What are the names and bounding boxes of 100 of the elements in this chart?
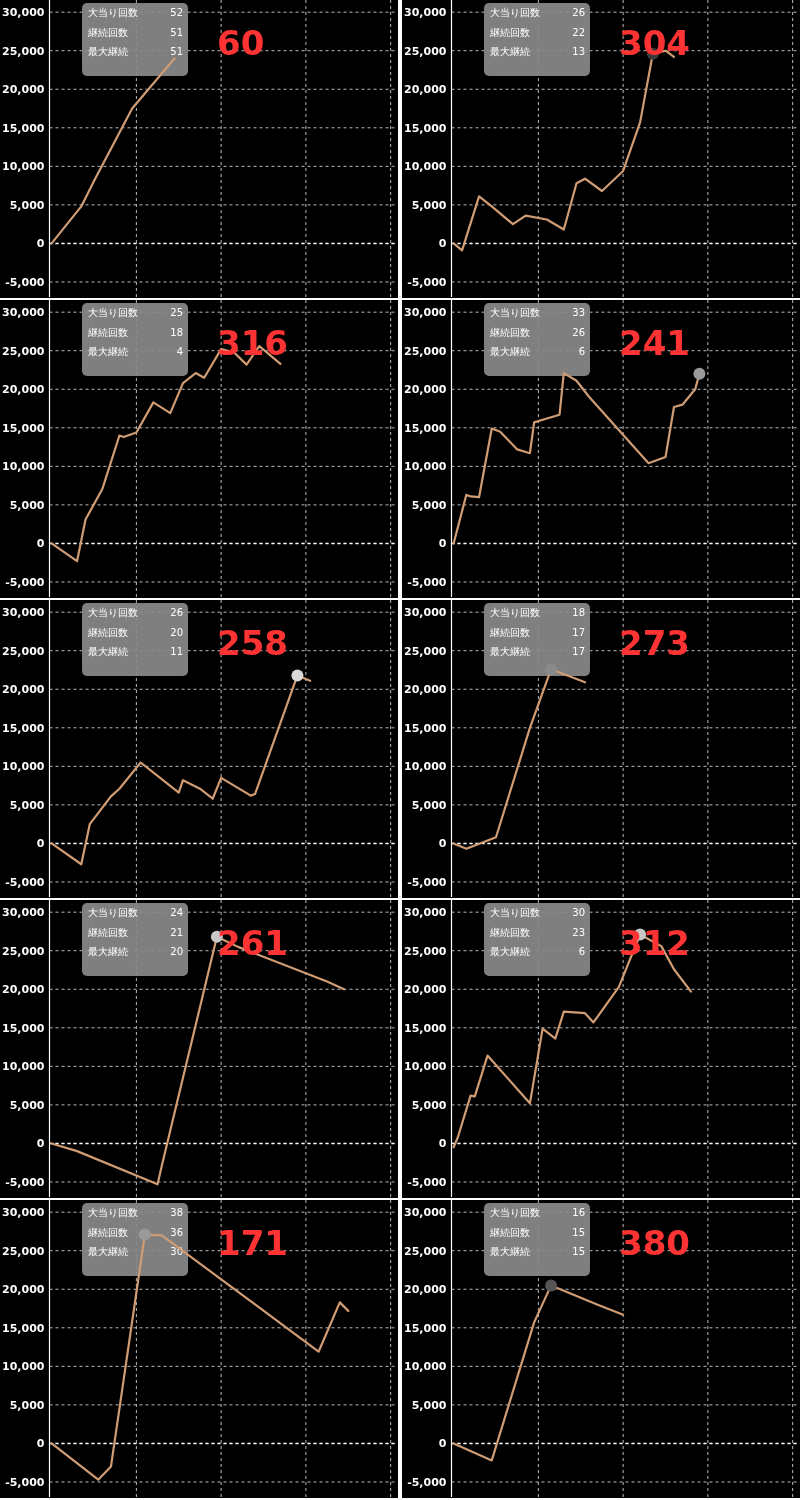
y-tick-label: 15,000: [404, 1321, 447, 1335]
annotation: 継続回数: [87, 1226, 128, 1238]
y-tick-label: -5,000: [5, 575, 45, 589]
y-tick-label: 10,000: [2, 160, 45, 174]
annotation: 継続回数: [489, 926, 530, 938]
y-tick-label: 5,000: [411, 798, 447, 812]
y-tick-label: -5,000: [5, 1475, 45, 1489]
y-tick-label: 10,000: [2, 1360, 45, 1374]
y-tick-label: 25,000: [2, 944, 45, 958]
annotation: 24: [170, 907, 183, 918]
y-tick-label: 30,000: [404, 906, 447, 920]
y-tick-label: 15,000: [2, 1021, 45, 1035]
y-tick-label: -5,000: [5, 875, 45, 889]
y-tick-label: 10,000: [404, 1360, 447, 1374]
annotation: 大当り回数: [88, 907, 138, 918]
y-tick-label: 30,000: [404, 6, 447, 20]
y-tick-label: 0: [36, 837, 45, 851]
y-tick-label: -5,000: [5, 1175, 45, 1189]
y-tick-label: -5,000: [407, 1475, 447, 1489]
y-tick-label: 20,000: [2, 1283, 45, 1297]
text: 273: [619, 623, 690, 663]
annotation: 51: [170, 26, 183, 38]
annotation: 大当り回数: [490, 607, 540, 618]
y-tick-label: 30,000: [404, 1206, 447, 1220]
y-tick-label: 0: [438, 237, 447, 251]
y-tick-label: 25,000: [2, 344, 45, 358]
y-tick-label: 30,000: [2, 1206, 45, 1220]
annotation: 大当り回数: [490, 7, 540, 18]
annotation: 最大継続: [88, 646, 128, 657]
annotation: 4: [176, 346, 183, 357]
annotation: 30: [572, 907, 585, 918]
y-tick-label: 15,000: [404, 421, 447, 435]
annotation: 大当り回数: [88, 607, 138, 618]
y-tick-label: 5,000: [411, 1398, 447, 1412]
y-tick-label: 30,000: [2, 306, 45, 320]
y-tick-label: 30,000: [2, 606, 45, 620]
y-tick-label: 0: [438, 1437, 447, 1451]
y-tick-label: 15,000: [404, 1021, 447, 1035]
annotation: 最大継続: [490, 46, 530, 57]
annotation: 最大継続: [88, 1246, 128, 1257]
annotation: 最大継続: [490, 646, 530, 657]
annotation: 大当り回数: [88, 307, 138, 318]
y-tick-label: 20,000: [404, 83, 447, 97]
annotation: 大当り回数: [88, 1207, 138, 1218]
y-tick-label: 15,000: [2, 121, 45, 135]
y-tick-label: 10,000: [2, 460, 45, 474]
annotation: 最大継続: [88, 46, 128, 57]
annotation: 最大継続: [490, 346, 530, 357]
annotation: 継続回数: [489, 26, 530, 38]
y-tick-label: 0: [36, 237, 45, 251]
y-tick-label: 20,000: [404, 683, 447, 697]
annotation: 23: [572, 926, 585, 938]
y-tick-label: 10,000: [404, 160, 447, 174]
y-tick-label: 5,000: [9, 1398, 45, 1412]
annotation: 11: [170, 646, 183, 657]
annotation: 継続回数: [87, 26, 128, 38]
y-tick-label: 25,000: [404, 44, 447, 58]
annotation: 13: [572, 46, 585, 57]
annotation: 26: [170, 607, 183, 618]
text: 241: [619, 323, 690, 363]
y-tick-label: 25,000: [2, 44, 45, 58]
y-tick-label: -5,000: [407, 1175, 447, 1189]
y-tick-label: 20,000: [2, 983, 45, 997]
annotation: 18: [572, 607, 585, 618]
annotation: 38: [170, 1207, 183, 1218]
y-tick-label: 20,000: [2, 83, 45, 97]
y-tick-label: 15,000: [2, 1321, 45, 1335]
annotation: 6: [578, 946, 585, 957]
text: 304: [619, 23, 690, 63]
annotation: 16: [572, 1207, 585, 1218]
annotation: 33: [572, 307, 585, 318]
y-tick-label: 20,000: [2, 383, 45, 397]
y-tick-label: 25,000: [2, 644, 45, 658]
annotation: 26: [572, 326, 585, 338]
annotation: 26: [572, 7, 585, 18]
y-tick-label: 0: [36, 537, 45, 551]
annotation: 21: [170, 926, 183, 938]
y-tick-label: 25,000: [404, 1244, 447, 1258]
y-tick-label: 5,000: [9, 498, 45, 512]
y-tick-label: 25,000: [404, 644, 447, 658]
y-tick-label: 5,000: [9, 198, 45, 212]
y-tick-label: -5,000: [5, 275, 45, 289]
annotation: 6: [578, 346, 585, 357]
annotation: 継続回数: [489, 1226, 530, 1238]
annotation: 17: [572, 626, 585, 638]
annotation: 最大継続: [88, 946, 128, 957]
y-tick-label: 10,000: [2, 760, 45, 774]
y-tick-label: 5,000: [411, 498, 447, 512]
annotation: 17: [572, 646, 585, 657]
y-tick-label: 15,000: [404, 721, 447, 735]
annotation: 36: [170, 1226, 183, 1238]
annotation: 15: [572, 1226, 585, 1238]
annotation: 最大継続: [490, 946, 530, 957]
annotation: 15: [572, 1246, 585, 1257]
annotation: 大当り回数: [490, 907, 540, 918]
text: 258: [217, 623, 288, 663]
annotation: 18: [170, 326, 183, 338]
text: 380: [619, 1223, 690, 1263]
y-tick-label: -5,000: [407, 875, 447, 889]
y-tick-label: 5,000: [9, 1098, 45, 1112]
